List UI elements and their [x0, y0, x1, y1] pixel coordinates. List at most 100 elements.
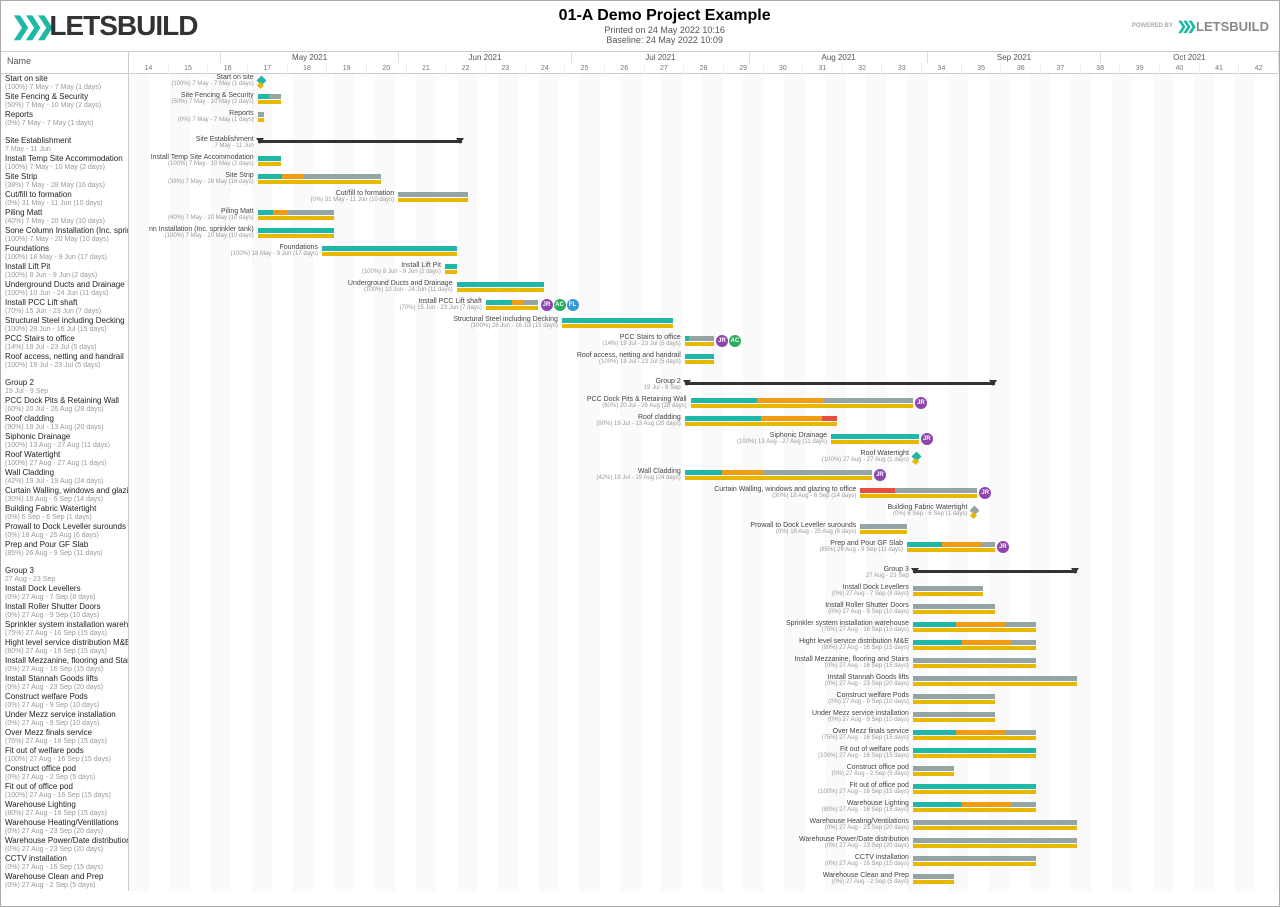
- baseline-bar: [913, 808, 1036, 812]
- task-meta: (100%) 7 May - 10 May (2 days): [5, 164, 124, 172]
- baseline-bar: [685, 360, 714, 364]
- week-number: 35: [962, 63, 1002, 74]
- progress-bar-segment: [913, 874, 954, 879]
- bar-label: Sprinkler system installation warehouse(…: [129, 620, 909, 633]
- gantt-row: CCTV installation(0%) 27 Aug - 16 Sep (1…: [129, 854, 1279, 872]
- bar-task-name: Under Mezz service installation: [129, 710, 909, 717]
- bar-label: Siphonic Drainage(100%) 13 Aug - 27 Aug …: [129, 432, 827, 445]
- task-name: Start on site: [5, 75, 124, 84]
- bar-task-meta: (0%) 27 Aug - 2 Sep (5 days): [129, 771, 909, 777]
- bar-task-meta: (0%) 27 Aug - 7 Sep (8 days): [129, 591, 909, 597]
- bar-label: Roof cladding(90%) 19 Jul - 13 Aug (20 d…: [129, 414, 681, 427]
- bar-label: Group 219 Jul - 9 Sep: [129, 378, 681, 391]
- task-meta: (60%) 20 Jul - 26 Aug (28 days): [5, 406, 124, 414]
- progress-bar-segment: [1011, 640, 1036, 645]
- bar-task-meta: (0%) 18 Aug - 25 Aug (6 days): [129, 529, 856, 535]
- bar-label: Curtain Walling, windows and glazing to …: [129, 486, 856, 499]
- baseline-bar: [860, 530, 907, 534]
- progress-bar-segment: [282, 174, 304, 179]
- task-row: Sone Column Installation (Inc. sprinkl..…: [1, 226, 128, 244]
- gantt-row: Hight level service distribution M&E(80%…: [129, 638, 1279, 656]
- week-number: 16: [208, 63, 248, 74]
- task-name: Fit out of welfare pods: [5, 747, 124, 756]
- summary-bar: [685, 382, 995, 385]
- progress-bar-segment: [763, 470, 872, 475]
- progress-bar-segment: [913, 730, 956, 735]
- task-row: Siphonic Drainage(100%) 13 Aug - 27 Aug …: [1, 432, 128, 450]
- bar-task-name: Piling Matt: [129, 208, 254, 215]
- baseline-bar: [562, 324, 673, 328]
- task-meta: (75%) 27 Aug - 16 Sep (15 days): [5, 630, 124, 638]
- task-name: Install Stannah Goods lifts: [5, 675, 124, 684]
- bar-task-meta: (0%) 27 Aug - 9 Sep (10 days): [129, 609, 909, 615]
- bar-task-name: Install Mezzanine, flooring and Stairs: [129, 656, 909, 663]
- week-number: 42: [1239, 63, 1279, 74]
- task-row: Install Lift Pit(100%) 8 Jun - 9 Jun (2 …: [1, 262, 128, 280]
- task-row: Wall Cladding(42%) 19 Jul - 19 Aug (24 d…: [1, 468, 128, 486]
- week-number: 27: [645, 63, 685, 74]
- bar-label: Construct office pod(0%) 27 Aug - 2 Sep …: [129, 764, 909, 777]
- task-name: Sprinkler system installation wareho...: [5, 621, 124, 630]
- bar-label: Group 327 Aug - 23 Sep: [129, 566, 909, 579]
- gantt-row: [129, 370, 1279, 378]
- task-meta: (0%) 27 Aug - 9 Sep (10 days): [5, 612, 124, 620]
- baseline-bar: [913, 628, 1036, 632]
- task-meta: (0%) 7 May - 7 May (1 days): [5, 120, 124, 128]
- baseline-bar: [913, 700, 995, 704]
- bar-label: Underground Ducts and Drainage(100%) 10 …: [129, 280, 453, 293]
- task-row: Warehouse Clean and Prep(0%) 27 Aug - 2 …: [1, 872, 128, 890]
- task-row: Install Temp Site Accommodation(100%) 7 …: [1, 154, 128, 172]
- progress-bar-segment: [956, 730, 1005, 735]
- task-row: Curtain Walling, windows and glazin...(3…: [1, 486, 128, 504]
- week-number: 14: [129, 63, 169, 74]
- task-meta: 19 Jul - 9 Sep: [5, 388, 124, 396]
- week-number: 28: [684, 63, 724, 74]
- bar-task-meta: (50%) 7 May - 10 May (2 days): [129, 99, 254, 105]
- bar-task-name: Underground Ducts and Drainage: [129, 280, 453, 287]
- week-number: 30: [764, 63, 804, 74]
- bar-label: Prowall to Dock Leveller surounds(0%) 18…: [129, 522, 856, 535]
- bar-task-meta: (38%) 7 May - 28 May (16 days): [129, 179, 254, 185]
- bar-task-name: Curtain Walling, windows and glazing to …: [129, 486, 856, 493]
- progress-bar-segment: [562, 318, 673, 323]
- gantt-row: Start on site(100%) 7 May - 7 May (1 day…: [129, 74, 1279, 92]
- progress-bar-segment: [913, 676, 1077, 681]
- bar-task-name: Install Dock Levellers: [129, 584, 909, 591]
- bar-task-name: Site Establishment: [129, 136, 254, 143]
- task-meta: (100%) 7 May - 20 May (10 days): [5, 236, 124, 244]
- task-meta: (100%) 27 Aug - 27 Aug (1 days): [5, 460, 124, 468]
- bar-task-name: Group 2: [129, 378, 681, 385]
- month-row: May 2021Jun 2021Jul 2021Aug 2021Sep 2021…: [129, 52, 1279, 63]
- task-meta: (0%) 27 Aug - 9 Sep (10 days): [5, 702, 124, 710]
- gantt-row: Install PCC Lift shaft(70%) 15 Jun - 23 …: [129, 298, 1279, 316]
- gantt-row: Siphonic Drainage(100%) 13 Aug - 27 Aug …: [129, 432, 1279, 450]
- gantt-row: Piling Matt(40%) 7 May - 20 May (10 days…: [129, 208, 1279, 226]
- gantt-row: Over Mezz finals service(75%) 27 Aug - 1…: [129, 728, 1279, 746]
- bar-task-meta: (90%) 19 Jul - 13 Aug (20 days): [129, 421, 681, 427]
- week-number: 36: [1001, 63, 1041, 74]
- baseline-bar: [685, 342, 714, 346]
- progress-bar-segment: [982, 542, 995, 547]
- gantt-row: Prep and Pour GF Slab(85%) 26 Aug - 9 Se…: [129, 540, 1279, 558]
- bar-task-meta: (14%) 19 Jul - 23 Jul (5 days): [129, 341, 681, 347]
- summary-bar: [913, 570, 1077, 573]
- bar-task-meta: (100%) 7 May - 7 May (1 days): [129, 81, 254, 87]
- task-name: PCC Dock Pits & Retaining Wall: [5, 397, 124, 406]
- week-number: 19: [327, 63, 367, 74]
- progress-bar-segment: [691, 398, 758, 403]
- task-name: Sone Column Installation (Inc. sprinkl..…: [5, 227, 124, 236]
- week-number: 17: [248, 63, 288, 74]
- task-meta: (85%) 26 Aug - 9 Sep (11 days): [5, 550, 124, 558]
- baseline-bar: [913, 592, 983, 596]
- baseline-bar: [913, 682, 1077, 686]
- task-meta: (90%) 19 Jul - 13 Aug (20 days): [5, 424, 124, 432]
- baseline-bar: [486, 306, 539, 310]
- week-number: 31: [803, 63, 843, 74]
- gantt-row: Structural Steel including Decking(100%)…: [129, 316, 1279, 334]
- bar-task-name: Fit out of office pod: [129, 782, 909, 789]
- task-row: Fit out of welfare pods(100%) 27 Aug - 1…: [1, 746, 128, 764]
- task-meta: (80%) 27 Aug - 16 Sep (15 days): [5, 810, 124, 818]
- week-number: 22: [446, 63, 486, 74]
- progress-bar-segment: [913, 712, 995, 717]
- progress-bar-segment: [913, 586, 983, 591]
